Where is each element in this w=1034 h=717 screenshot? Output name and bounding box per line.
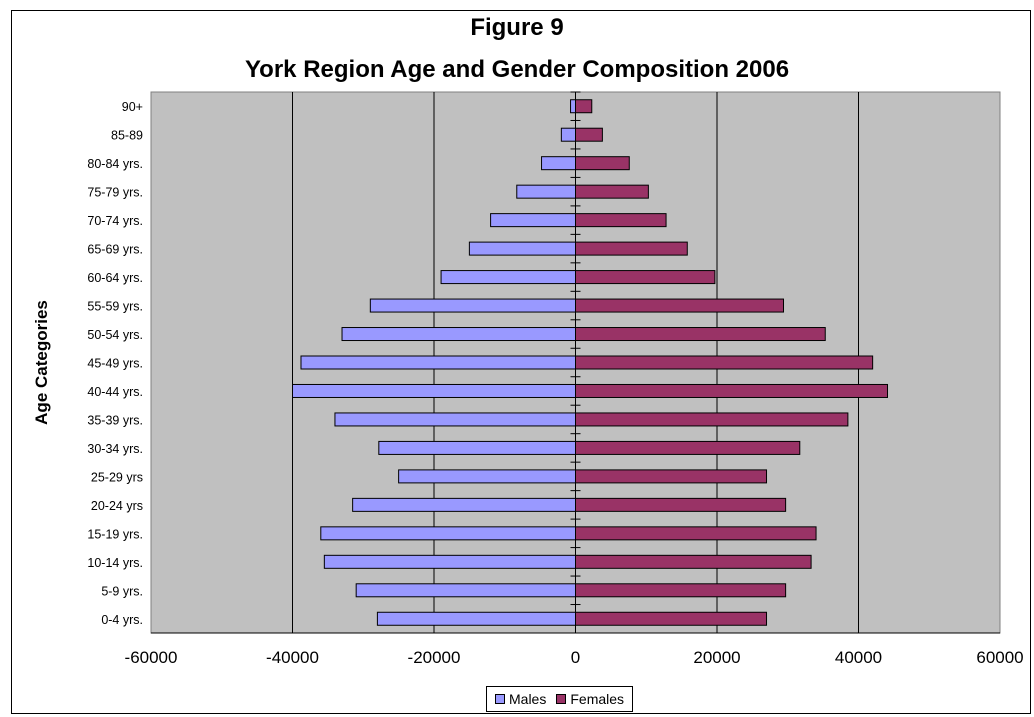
bar-males (334, 412, 577, 427)
bar-females (575, 469, 768, 484)
x-tick-label: 0 (571, 648, 580, 667)
bar-males (541, 156, 576, 171)
bar-males (320, 526, 576, 541)
y-tick-label: 40-44 yrs. (87, 385, 143, 399)
bar-females (575, 213, 667, 228)
bar-females (575, 412, 849, 427)
y-tick-label: 65-69 yrs. (87, 243, 143, 257)
y-tick-label: 80-84 yrs. (87, 157, 143, 171)
bar-males (440, 270, 577, 285)
bar-females (575, 583, 787, 598)
y-tick-label: 90+ (122, 100, 143, 114)
bar-males (300, 355, 576, 370)
y-tick-label: 55-59 yrs. (87, 300, 143, 314)
bar-females (575, 526, 817, 541)
bar-males (570, 99, 576, 114)
bar-males (341, 327, 576, 342)
bar-females (575, 497, 787, 512)
bar-males (355, 583, 576, 598)
y-tick-label: 70-74 yrs. (87, 214, 143, 228)
bar-males (398, 469, 576, 484)
bar-females (575, 355, 874, 370)
bar-females (575, 298, 785, 313)
y-tick-label: 25-29 yrs (91, 470, 143, 484)
bar-males (516, 184, 577, 199)
bar-males (323, 554, 576, 569)
legend-label-females: Females (570, 691, 625, 707)
bar-females (575, 383, 889, 398)
bar-females (575, 611, 768, 626)
bar-males (490, 213, 577, 228)
chart-legend: Males Females (486, 686, 634, 712)
bar-females (575, 127, 603, 142)
bar-males (352, 497, 577, 512)
y-tick-label: 50-54 yrs. (87, 328, 143, 342)
y-axis-title: Age Categories (32, 300, 51, 425)
x-tick-label: -60000 (125, 648, 178, 667)
bar-females (575, 184, 649, 199)
y-tick-label: 15-19 yrs. (87, 527, 143, 541)
x-tick-label: 20000 (693, 648, 740, 667)
x-tick-label: 60000 (976, 648, 1023, 667)
bar-females (575, 327, 826, 342)
x-tick-label: -20000 (408, 648, 461, 667)
bar-females (575, 241, 688, 256)
y-tick-label: 75-79 yrs. (87, 186, 143, 200)
y-tick-label: 20-24 yrs (91, 499, 143, 513)
bar-females (575, 554, 812, 569)
y-tick-label: 5-9 yrs. (101, 584, 143, 598)
bar-females (575, 99, 593, 114)
bar-females (575, 156, 630, 171)
bar-females (575, 270, 716, 285)
y-tick-label: 0-4 yrs. (101, 613, 143, 627)
bar-males (376, 611, 576, 626)
x-tick-label: 40000 (835, 648, 882, 667)
y-tick-label: 45-49 yrs. (87, 357, 143, 371)
legend-item-females: Females (556, 691, 624, 707)
bar-males (468, 241, 576, 256)
legend-item-males: Males (495, 691, 546, 707)
x-tick-label: -40000 (266, 648, 319, 667)
legend-swatch-females (556, 694, 567, 704)
bar-females (575, 440, 801, 455)
bar-males (378, 440, 576, 455)
legend-swatch-males (495, 694, 505, 704)
bar-males (560, 127, 576, 142)
y-tick-label: 60-64 yrs. (87, 271, 143, 285)
y-tick-label: 10-14 yrs. (87, 556, 143, 570)
y-tick-label: 35-39 yrs. (87, 413, 143, 427)
chart-title: Figure 9 (470, 14, 564, 41)
legend-label-males: Males (509, 691, 547, 707)
chart-subtitle: York Region Age and Gender Composition 2… (244, 56, 790, 83)
bar-males (292, 383, 576, 398)
bar-males (369, 298, 577, 313)
y-tick-label: 85-89 (111, 129, 143, 143)
y-tick-label: 30-34 yrs. (87, 442, 143, 456)
